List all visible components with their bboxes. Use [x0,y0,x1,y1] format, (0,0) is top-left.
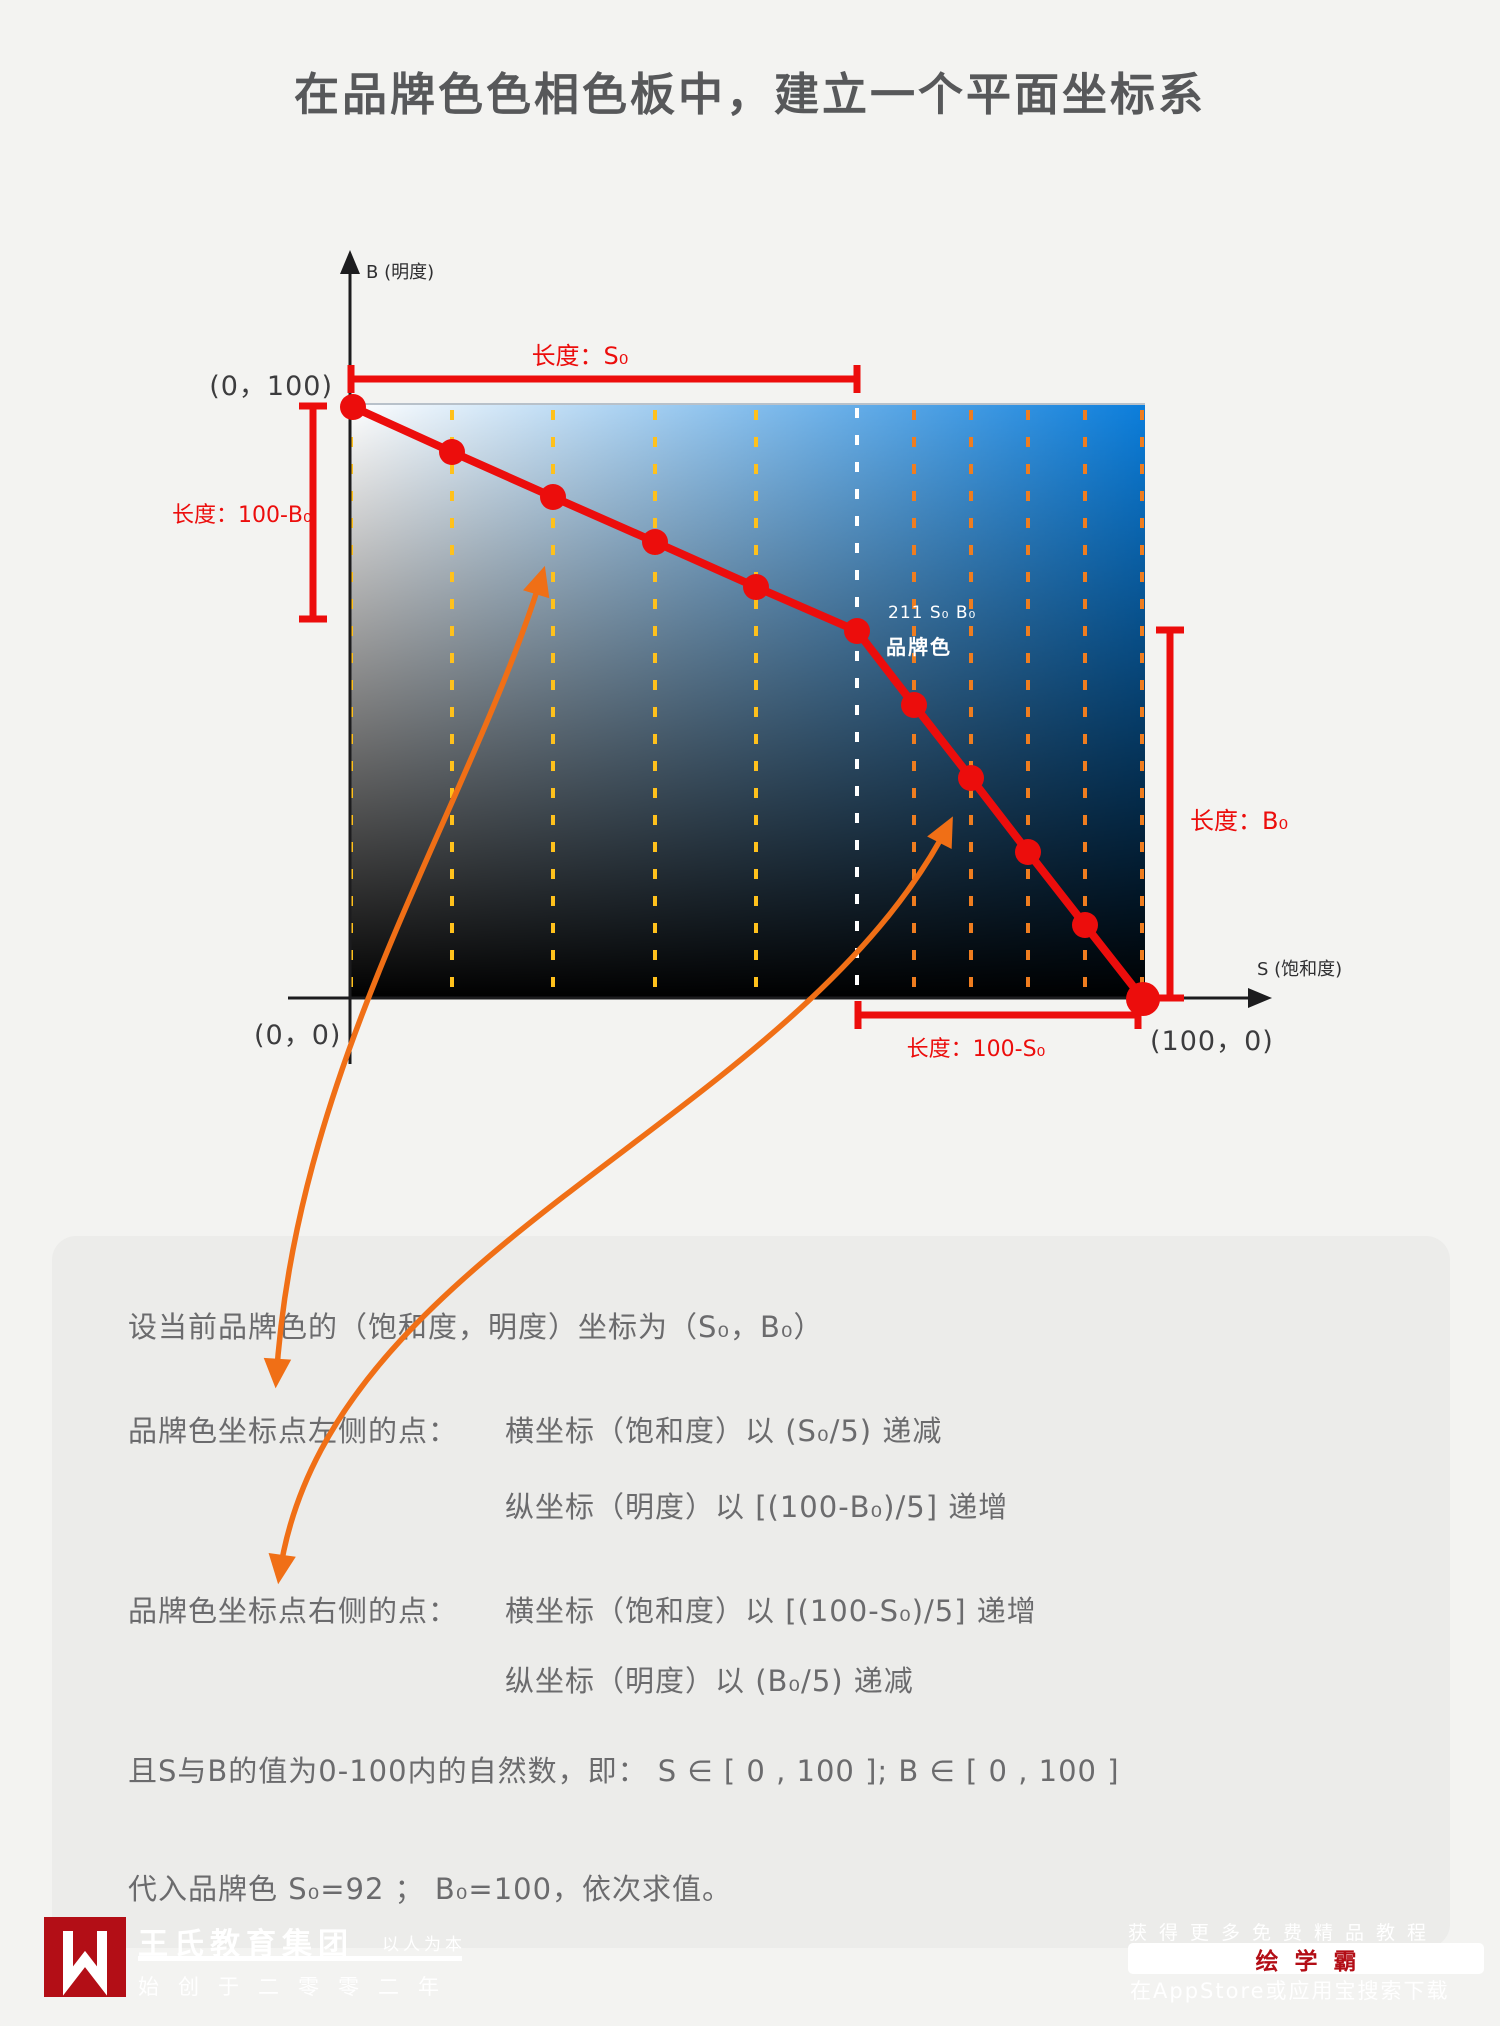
hue-gradient-square [351,403,1145,999]
page-title: 在品牌色色相色板中，建立一个平面坐标系 [293,68,1206,121]
panel-intro-line: 设当前品牌色的（饱和度，明度）坐标为（S₀，B₀） [128,1310,824,1344]
left-x-rule: 横坐标（饱和度）以 (S₀/5) 递减 [505,1414,943,1448]
axes [288,264,1256,1064]
right-y-rule: 纵坐标（明度）以 (B₀/5) 递减 [505,1664,914,1698]
footer-promo-text: 获得更多免费精品教程 [1128,1922,1439,1944]
coord-origin-label: (0，0) [254,1020,342,1051]
app-name-chip: 绘学霸 [1128,1943,1484,1975]
left-y-rule: 纵坐标（明度）以 [(100-B₀)/5] 递增 [505,1490,1009,1524]
color-step-dots [340,394,1160,1016]
substitution-line: 代入品牌色 S₀=92 ； B₀=100，依次求值。 [128,1872,733,1906]
brand-point-name-label: 品牌色 [886,635,952,659]
dashed-guide-lines [349,408,1144,999]
footer-appstore-line: 在AppStore或应用宝搜索下载 [1130,1979,1450,2003]
measure-left-label: 长度：100-B₀ [172,503,312,528]
x-axis-arrowhead [1248,988,1272,1008]
w-ribbon-icon [63,1931,107,1996]
left-points-label: 品牌色坐标点左侧的点： [128,1414,459,1448]
explanation-panel: 设当前品牌色的（饱和度，明度）坐标为（S₀，B₀） 品牌色坐标点左侧的点： 横坐… [52,1236,1450,1948]
app-name: 绘学霸 [1255,1948,1373,1975]
wangsi-logo [44,1917,126,1997]
measure-top-label: 长度：S₀ [531,342,629,370]
brand-color-dot [844,618,870,644]
coord-top-left-label: (0，100) [209,371,333,402]
measure-right-label: 长度：B₀ [1190,807,1289,835]
y-axis-arrowhead [340,250,360,274]
brand-point-id-label: 211 S₀ B₀ [888,603,977,623]
coord-bottom-right-label: (100，0) [1150,1026,1274,1057]
measure-brackets [299,365,1184,1029]
right-points-label: 品牌色坐标点右侧的点： [128,1594,459,1628]
measure-bottom-label: 长度：100-S₀ [906,1037,1046,1062]
footer-founding-year: 始创于二零零二年 [138,1975,458,1999]
value-range-line: 且S与B的值为0-100内的自然数，即： S ∈ [ 0 , 100 ]; B … [128,1754,1120,1788]
footer-divider [138,1956,462,1961]
footer-slogan: 以人为本 [382,1935,466,1955]
right-x-rule: 横坐标（饱和度）以 [(100-S₀)/5] 递增 [505,1594,1037,1628]
color-step-line [349,403,1147,1003]
y-axis-label: B (明度) [366,262,435,283]
x-axis-label: S (饱和度) [1257,959,1343,980]
